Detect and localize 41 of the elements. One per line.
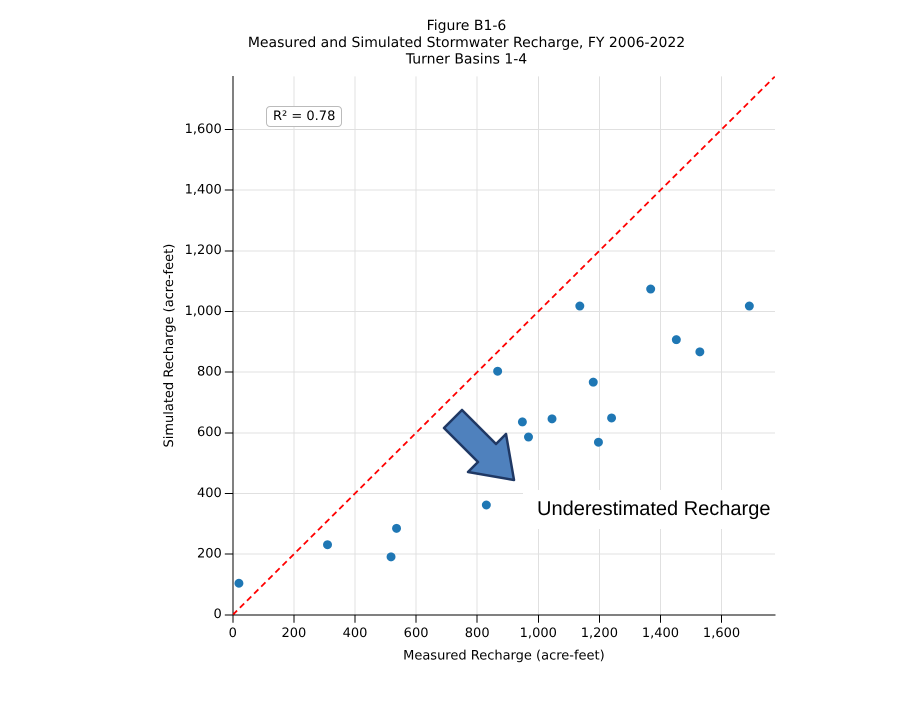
point xyxy=(672,335,681,344)
y-tick-label: 1,400 xyxy=(184,182,222,198)
x-tick-label: 600 xyxy=(404,626,429,641)
y-axis-title: Simulated Recharge (acre-feet) xyxy=(162,244,178,448)
x-tick-label: 200 xyxy=(281,626,306,641)
point xyxy=(392,524,402,533)
point xyxy=(607,413,616,422)
x-axis-title: Measured Recharge (acre-feet) xyxy=(403,648,605,664)
point xyxy=(234,578,244,588)
point xyxy=(575,302,584,311)
point xyxy=(482,500,491,510)
point xyxy=(744,302,754,311)
point xyxy=(518,417,527,426)
point xyxy=(548,414,557,424)
y-tick-label: 200 xyxy=(196,546,222,562)
y-tick-label: 1,000 xyxy=(184,304,222,319)
x-tick-label: 1,200 xyxy=(580,626,618,641)
point xyxy=(493,366,502,376)
x-tick-label: 800 xyxy=(464,626,490,641)
chart-subtitle: Turner Basins 1-4 xyxy=(404,52,528,68)
point xyxy=(646,284,656,294)
y-tick-label: 0 xyxy=(214,607,222,622)
point xyxy=(588,378,598,387)
x-tick-label: 1,600 xyxy=(702,626,740,641)
point xyxy=(386,552,396,562)
x-tick-label: 1,000 xyxy=(520,626,557,641)
point xyxy=(594,438,603,447)
y-tick-label: 400 xyxy=(196,486,222,501)
y-tick-label: 600 xyxy=(196,425,222,440)
y-tick-label: 800 xyxy=(196,364,222,380)
chart-title: Figure B1-6 Measured and Simulated Stormwater Recharge, FY 2006-2022 xyxy=(248,18,686,51)
y-tick-label: 1,200 xyxy=(184,243,222,258)
annotation: Underestimated Recharge xyxy=(523,490,784,529)
x-tick-label: 0 xyxy=(228,626,237,641)
point xyxy=(695,347,704,356)
point xyxy=(524,432,533,442)
annotation: R² = 0.78 xyxy=(266,106,342,127)
point xyxy=(323,540,332,550)
x-tick-label: 400 xyxy=(342,626,368,641)
y-tick-label: 1,600 xyxy=(184,122,222,137)
x-tick-label: 1,400 xyxy=(642,626,680,641)
